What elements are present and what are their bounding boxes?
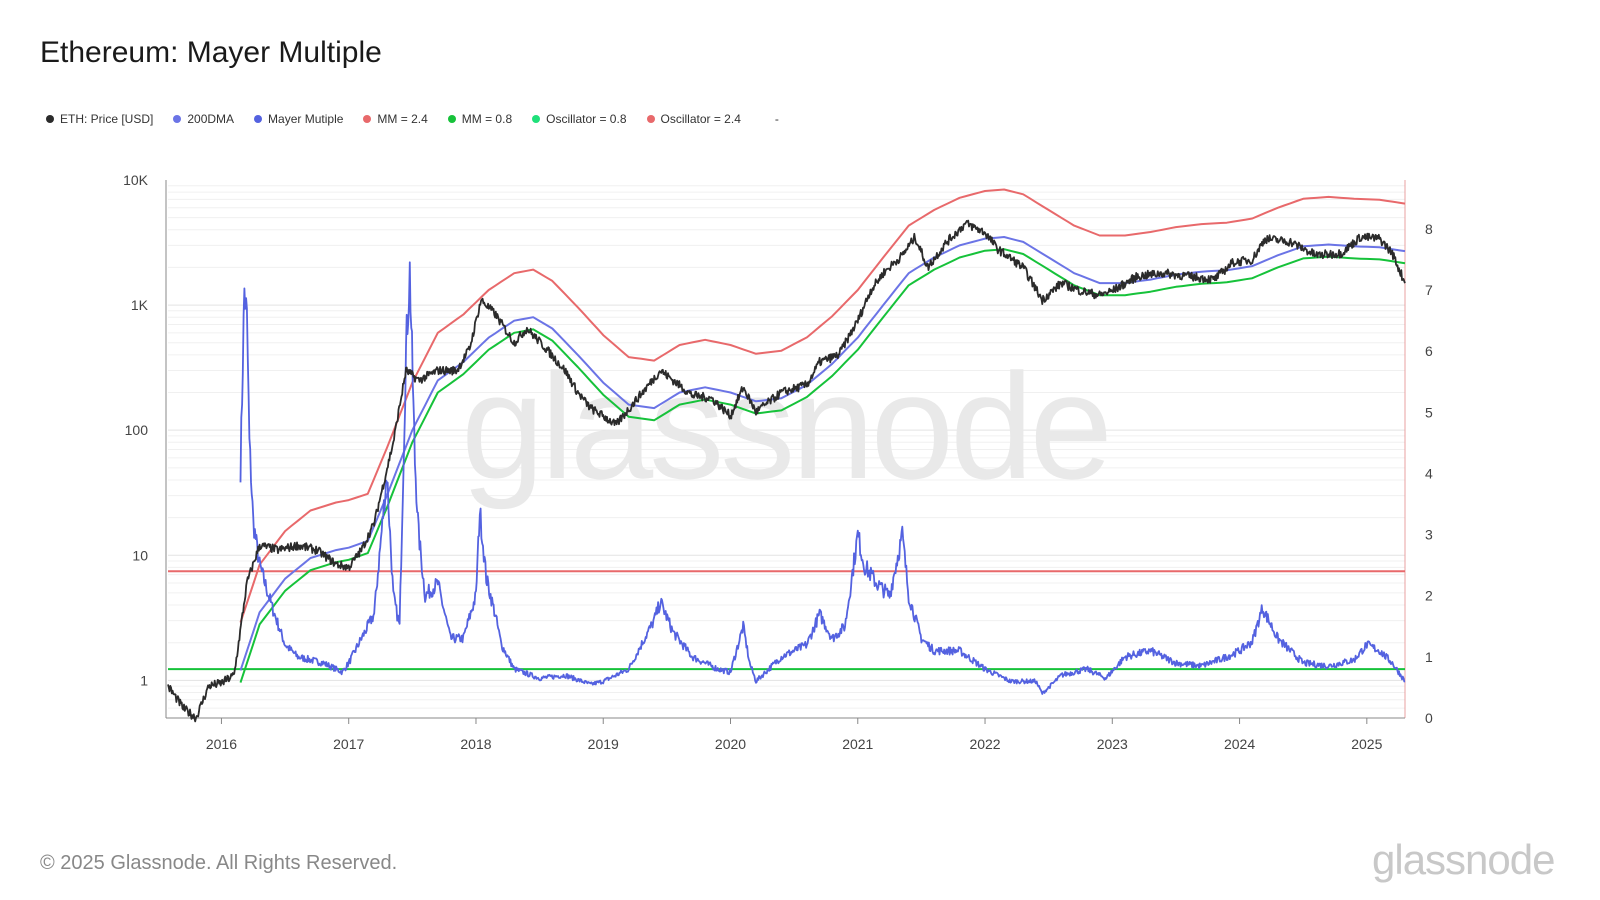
x-tick-label: 2018 xyxy=(460,736,491,752)
brand-logo: glassnode xyxy=(1372,836,1555,883)
y-left-tick-label: 100 xyxy=(125,422,149,438)
watermark: glassnode xyxy=(461,342,1109,510)
legend-label: MM = 2.4 xyxy=(377,112,428,126)
legend-label: 200DMA xyxy=(187,112,235,126)
series-line-200dma xyxy=(239,236,1406,671)
y-left-tick-label: 10 xyxy=(132,547,148,563)
chart-title: Ethereum: Mayer Multiple xyxy=(40,36,382,69)
y-left-tick-label: 1K xyxy=(131,297,149,313)
legend-dot-icon xyxy=(447,115,456,123)
y-right-tick-label: 6 xyxy=(1425,343,1433,359)
legend-dot-icon xyxy=(363,115,372,123)
x-tick-label: 2025 xyxy=(1351,736,1382,752)
legend: ETH: Price [USD] 200DMA Mayer Mutiple MM… xyxy=(46,112,779,126)
y-right-tick-label: 7 xyxy=(1425,282,1433,298)
legend-label: ETH: Price [USD] xyxy=(60,112,154,126)
x-tick-label: 2017 xyxy=(333,736,364,752)
legend-item-mayer-multiple[interactable]: Mayer Mutiple xyxy=(254,112,343,126)
legend-item-oscillator-0-8[interactable]: Oscillator = 0.8 xyxy=(532,112,627,126)
legend-dot-icon xyxy=(173,115,182,123)
x-tick-label: 2021 xyxy=(842,736,873,752)
legend-item-200dma[interactable]: 200DMA xyxy=(173,112,234,126)
legend-dot-icon xyxy=(254,115,263,123)
y-right-tick-label: 8 xyxy=(1425,221,1433,237)
y-right-tick-label: 1 xyxy=(1425,649,1433,665)
legend-label: - xyxy=(774,112,779,126)
legend-item-eth-price[interactable]: ETH: Price [USD] xyxy=(46,112,153,126)
series-line-eth-price-usd xyxy=(167,219,1406,723)
x-tick-label: 2023 xyxy=(1097,736,1128,752)
legend-dot-icon xyxy=(646,115,655,123)
y-right-tick-label: 5 xyxy=(1425,404,1433,420)
series-line-mm-2-4 xyxy=(239,188,1406,623)
x-tick-label: 2024 xyxy=(1224,736,1255,752)
y-right-tick-label: 4 xyxy=(1425,465,1433,481)
x-tick-label: 2016 xyxy=(206,736,237,752)
x-tick-label: 2022 xyxy=(969,736,1000,752)
x-tick-label: 2019 xyxy=(588,736,619,752)
legend-label: Oscillator = 0.8 xyxy=(546,112,627,126)
y-left-tick-label: 10K xyxy=(123,172,149,188)
legend-item-mm-2-4[interactable]: MM = 2.4 xyxy=(363,112,428,126)
y-left-tick-label: 1 xyxy=(140,672,148,688)
legend-dot-icon xyxy=(46,115,54,123)
legend-item-mm-0-8[interactable]: MM = 0.8 xyxy=(447,112,513,126)
legend-item-dash[interactable]: - xyxy=(761,112,779,126)
legend-dot-icon xyxy=(532,115,541,123)
y-right-tick-label: 3 xyxy=(1425,527,1433,543)
y-right-tick-label: 2 xyxy=(1425,588,1433,604)
legend-label: Oscillator = 2.4 xyxy=(660,112,741,126)
series-lines xyxy=(167,188,1406,723)
x-tick-label: 2020 xyxy=(715,736,746,752)
legend-item-oscillator-2-4[interactable]: Oscillator = 2.4 xyxy=(646,112,741,126)
legend-label: Mayer Mutiple xyxy=(268,112,344,126)
series-line-mayer-mutiple xyxy=(239,261,1406,695)
y-right-tick-label: 0 xyxy=(1425,710,1433,726)
copyright-footer: © 2025 Glassnode. All Rights Reserved. xyxy=(40,852,398,874)
legend-label: MM = 0.8 xyxy=(461,112,513,126)
